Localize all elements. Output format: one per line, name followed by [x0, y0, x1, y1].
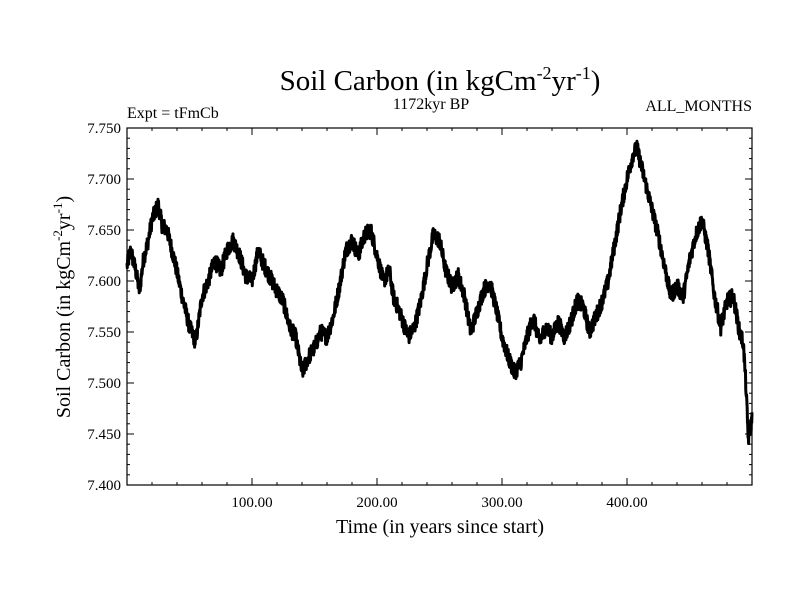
title-main: Soil Carbon (in kgCm: [280, 65, 537, 97]
x-axis-label: Time (in years since start): [336, 516, 544, 538]
ylabel-mid: yr: [53, 213, 75, 230]
subtitle-experiment: Expt = tFmCb: [127, 105, 219, 122]
y-tick-label: 7.700: [87, 172, 121, 188]
x-tick-label: 200.00: [356, 495, 397, 511]
y-tick-label: 7.400: [87, 478, 121, 494]
x-axis: 100.00 200.00 300.00 400.00: [151, 128, 728, 511]
subtitle-months: ALL_MONTHS: [645, 98, 752, 115]
y-tick-label: 7.750: [87, 121, 121, 137]
x-tick-label: 400.00: [606, 495, 647, 511]
y-tick-label: 7.650: [87, 223, 121, 239]
y-axis: 7.400 7.450 7.500 7.550 7.600 7.650 7.700 7.750: [87, 121, 752, 494]
ylabel-sup2: -1: [50, 203, 65, 214]
ylabel-sup1: -2: [50, 230, 65, 241]
y-tick-label: 7.500: [87, 376, 121, 392]
y-axis-label: Soil Carbon (in kgCm-2yr-1): [50, 196, 75, 418]
title-mid: yr: [552, 65, 577, 97]
y-tick-label: 7.550: [87, 325, 121, 341]
x-tick-label: 300.00: [481, 495, 522, 511]
ylabel-end: ): [53, 196, 75, 203]
series-line-soil-carbon: [125, 139, 754, 446]
title-end: ): [591, 65, 601, 97]
subtitle-period: 1172kyr BP: [393, 96, 469, 113]
x-tick-label: 100.00: [231, 495, 272, 511]
y-tick-label: 7.600: [87, 274, 121, 290]
title-sup2: -1: [576, 63, 591, 83]
chart-title: Soil Carbon (in kgCm-2yr-1): [280, 63, 601, 97]
y-tick-label: 7.450: [87, 427, 121, 443]
plot-frame: [126, 127, 753, 486]
title-sup1: -2: [537, 63, 552, 83]
ylabel-main: Soil Carbon (in kgCm: [53, 240, 75, 418]
